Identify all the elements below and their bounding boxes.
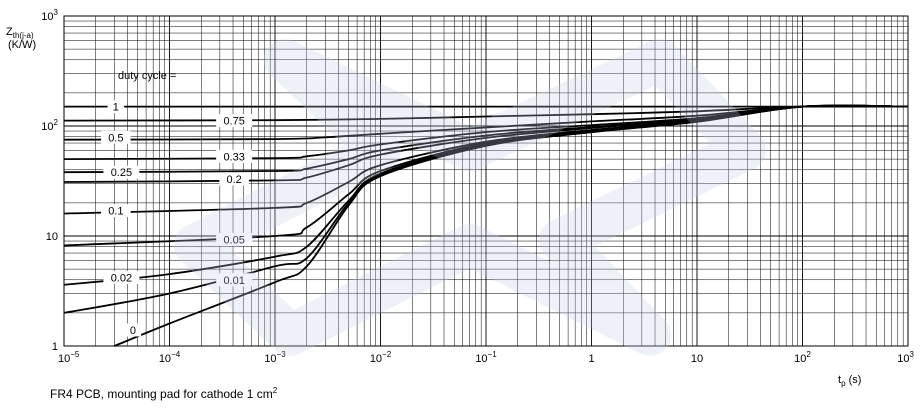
curve-label-text: 0.02 [111,272,132,284]
tick-label: 1 [52,341,58,353]
series-line-0 [113,104,909,347]
curve-label-box [124,323,142,337]
curve-label-text: 0.2 [227,174,242,186]
tick-label: 10−5 [58,350,80,365]
tick-label: 102 [41,118,58,133]
curve-label-box [103,165,140,179]
legend-title: duty cycle = [118,70,176,82]
tick-label: 10−3 [264,350,286,365]
plot-frame [63,15,909,347]
curve-label-text: 1 [113,102,119,114]
curve-label-box [219,172,249,186]
y-axis-label: Zth(j-a) (K/W) [6,26,36,51]
curve-label-text: 0.5 [108,132,123,144]
curve-label-0.02: 0.02 [103,270,140,284]
tick-label: 10−2 [370,350,392,365]
footnote-sup: 2 [272,386,278,395]
curve-label-box [103,270,140,284]
footnote: FR4 PCB, mounting pad for cathode 1 cm2 [50,386,277,401]
curve-label-text: 0.75 [223,116,244,128]
curve-label-box [107,100,125,114]
curve-label-text: 0.33 [223,151,244,163]
curve-labels: 1 0.75 0.5 0.33 0.25 0.2 0.1 0.05 0.02 0.01 0 [101,100,253,337]
curve-label-box [101,130,131,144]
curve-label-0.1: 0.1 [101,204,131,218]
tick-label: 103 [897,350,914,365]
tick-label: 102 [794,350,811,365]
tick-label: 10 [46,231,58,243]
x-axis-label: tp (s) [838,374,861,388]
curve-label-text: 0.1 [108,206,123,218]
curve-label-box [216,273,253,287]
curve-label-0.75: 0.75 [216,114,253,128]
curve-label-0.05: 0.05 [216,232,253,246]
tick-label: 1 [588,353,594,365]
curve-label-box [216,114,253,128]
footnote-text: FR4 PCB, mounting pad for cathode 1 cm [50,387,273,401]
curve-label-0: 0 [124,323,142,337]
tick-label: 10−1 [475,350,497,365]
curve-label-text: 0.25 [111,167,132,179]
curve-label-0.25: 0.25 [103,165,140,179]
curve-label-0.01: 0.01 [216,273,253,287]
curve-label-text: 0 [130,325,136,337]
tick-label: 10−4 [159,350,181,365]
curve-label-text: 0.01 [223,275,244,287]
curve-label-box [216,232,253,246]
tick-label: 103 [41,8,58,23]
curve-label-text: 0.05 [223,234,244,246]
curve-label-1: 1 [107,100,125,114]
curve-label-0.33: 0.33 [216,149,253,163]
curve-label-box [216,149,253,163]
tick-label: 10 [691,353,703,365]
curve-label-0.2: 0.2 [219,172,249,186]
curve-label-0.5: 0.5 [101,130,131,144]
curve-label-box [101,204,131,218]
